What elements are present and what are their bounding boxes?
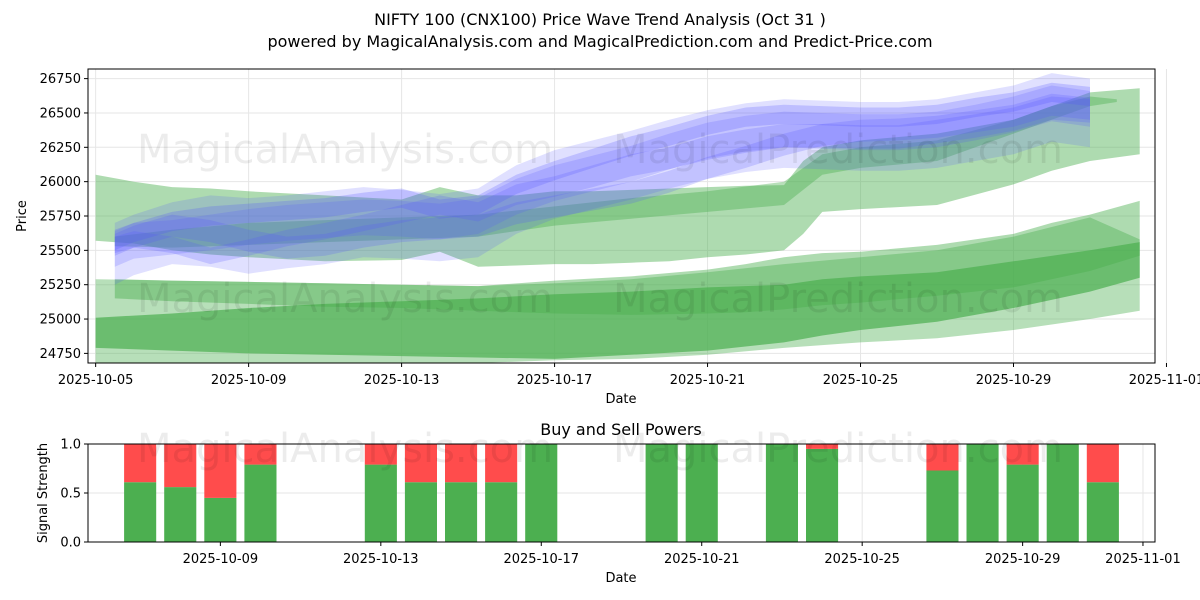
green-band-wave-lower-outer (95, 217, 1140, 363)
price-y-ticks: 24750 25000 25250 25500 25750 26000 26250 26500… (40, 72, 88, 362)
signal-x-ticks: 2025-10-09 2025-10-13 2025-10-17 2025-10-21… (183, 542, 1181, 567)
signal-y-tick-label: 1.0 (60, 438, 81, 453)
price-x-tick-label: 2025-10-09 (211, 373, 287, 388)
buy-bar (926, 470, 959, 542)
buy-bar (204, 497, 237, 542)
price-y-tick-label: 25000 (40, 313, 81, 328)
buy-bar (1006, 464, 1039, 542)
chart-subtitle: powered by MagicalAnalysis.com and Magic… (267, 32, 932, 51)
blue-band-projection-1 (114, 73, 1091, 285)
price-x-tick-label: 2025-10-05 (58, 373, 134, 388)
signal-x-tick-label: 2025-10-21 (664, 552, 740, 567)
buy-bar (364, 464, 397, 542)
buy-bar (765, 444, 798, 542)
buy-bar (404, 482, 437, 542)
chart-title: NIFTY 100 (CNX100) Price Wave Trend Anal… (374, 10, 826, 29)
buy-bar (525, 444, 558, 542)
signal-y-tick-label: 0.5 (60, 487, 81, 502)
price-y-tick-label: 26000 (40, 175, 81, 190)
price-panel: MagicalAnalysis.com MagicalPrediction.co… (15, 68, 1200, 407)
watermark-prediction-top: MagicalPrediction.com (613, 127, 1063, 173)
blue-band-projection-3 (114, 96, 1091, 265)
price-y-tick-label: 26500 (40, 106, 81, 121)
signal-x-tick-label: 2025-10-17 (503, 552, 579, 567)
price-x-tick-label: 2025-10-13 (364, 373, 440, 388)
green-wave-bands (95, 88, 1140, 363)
price-y-tick-label: 25250 (40, 278, 81, 293)
signal-x-tick-label: 2025-10-09 (183, 552, 259, 567)
price-y-tick-label: 25750 (40, 210, 81, 225)
price-x-axis-label: Date (605, 392, 636, 407)
sell-bar (204, 444, 237, 498)
buy-bar (1046, 444, 1079, 542)
sell-bar (404, 444, 437, 483)
sell-bar (124, 444, 157, 483)
signal-x-tick-label: 2025-10-29 (985, 552, 1061, 567)
signal-y-axis-label: Signal Strength (36, 443, 51, 543)
sell-bar (1086, 444, 1119, 483)
price-y-tick-label: 24750 (40, 347, 81, 362)
price-x-tick-label: 2025-11-01 (1129, 373, 1200, 388)
sell-bar (445, 444, 478, 483)
watermark-analysis-mid: MagicalAnalysis.com (137, 276, 553, 322)
watermark-prediction-mid: MagicalPrediction.com (613, 276, 1063, 322)
signal-x-tick-label: 2025-10-25 (824, 552, 900, 567)
signal-bars (124, 444, 1119, 542)
blue-band-projection-2 (114, 85, 1091, 267)
price-y-tick-label: 25500 (40, 244, 81, 259)
sell-bar (164, 444, 197, 488)
buy-bar (485, 482, 518, 542)
signal-x-tick-label: 2025-10-13 (343, 552, 419, 567)
signal-y-tick-label: 0.0 (60, 536, 81, 551)
buy-bar (806, 448, 839, 542)
price-x-ticks: 2025-10-05 2025-10-09 2025-10-13 2025-10-17… (58, 363, 1200, 388)
price-y-tick-label: 26750 (40, 72, 81, 87)
price-x-tick-label: 2025-10-29 (976, 373, 1052, 388)
signal-panel: Buy and Sell Powers MagicalAnalysis.com … (36, 420, 1181, 586)
green-band-wave-lower-main (95, 242, 1140, 359)
signal-title: Buy and Sell Powers (540, 420, 702, 439)
buy-bar (685, 444, 718, 542)
sell-bar (485, 444, 518, 483)
watermark-analysis-top: MagicalAnalysis.com (137, 127, 553, 173)
sell-bar (364, 444, 397, 465)
sell-bar (806, 444, 839, 449)
watermark-prediction-bottom: MagicalPrediction.com (613, 426, 1063, 472)
buy-bar (164, 487, 197, 542)
blue-band-projection-4 (114, 82, 1091, 251)
watermark-analysis-bottom: MagicalAnalysis.com (137, 426, 553, 472)
blue-projection-bands (114, 73, 1091, 285)
signal-y-ticks: 0.0 0.5 1.0 (60, 438, 88, 551)
buy-bar (1086, 482, 1119, 542)
green-band-wave-upper-mid (114, 96, 1117, 248)
buy-bar (124, 482, 157, 542)
price-x-tick-label: 2025-10-21 (670, 373, 746, 388)
sell-bar (1006, 444, 1039, 465)
signal-x-tick-label: 2025-11-01 (1105, 552, 1181, 567)
price-y-axis-label: Price (15, 200, 30, 232)
buy-bar (966, 444, 999, 542)
sell-bar (244, 444, 277, 465)
price-x-tick-label: 2025-10-25 (823, 373, 899, 388)
blue-band-projection-5 (114, 93, 1091, 259)
sell-bar (926, 444, 959, 471)
buy-bar (645, 444, 678, 542)
price-y-tick-label: 26250 (40, 141, 81, 156)
green-band-wave-upper-outer (95, 88, 1140, 267)
buy-bar (445, 482, 478, 542)
signal-x-axis-label: Date (605, 571, 636, 586)
buy-bar (244, 464, 277, 542)
price-x-tick-label: 2025-10-17 (517, 373, 593, 388)
